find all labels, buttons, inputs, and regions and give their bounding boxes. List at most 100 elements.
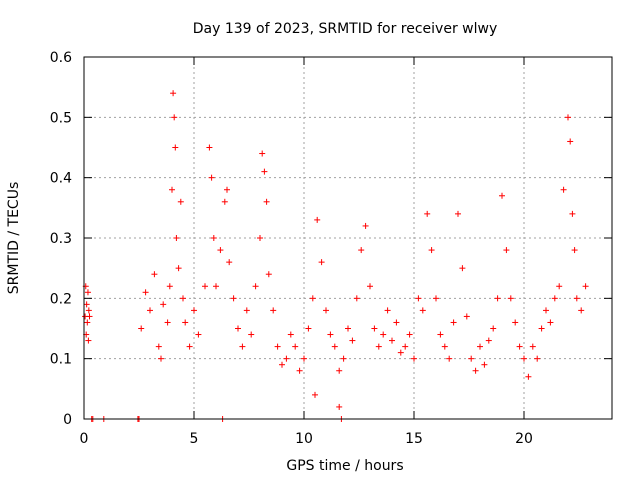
data-point — [336, 403, 343, 410]
data-point — [252, 283, 259, 290]
data-point — [389, 337, 395, 344]
data-point — [402, 343, 409, 350]
data-point — [318, 259, 325, 266]
data-point — [287, 331, 294, 338]
data-point — [468, 355, 475, 362]
data-point — [283, 355, 290, 362]
data-point — [208, 174, 215, 181]
data-point — [393, 319, 400, 326]
data-point — [578, 307, 585, 314]
data-point — [419, 307, 426, 314]
data-point — [235, 325, 241, 332]
grid — [84, 57, 612, 419]
data-point — [543, 307, 549, 314]
data-point — [477, 343, 483, 350]
data-point — [158, 355, 164, 362]
data-point — [85, 337, 92, 344]
data-point — [512, 319, 519, 326]
data-point — [556, 283, 563, 290]
data-point — [221, 198, 228, 205]
y-tick-label: 0.6 — [50, 50, 72, 66]
data-point — [248, 331, 255, 338]
data-point — [301, 355, 307, 362]
data-point — [175, 265, 182, 272]
data-point — [226, 259, 233, 266]
data-point — [340, 355, 347, 362]
data-point — [569, 210, 576, 217]
data-point — [160, 301, 167, 308]
y-tick-label: 0.3 — [50, 231, 72, 247]
data-point — [345, 325, 351, 332]
data-point — [147, 307, 153, 314]
data-point — [239, 343, 246, 350]
data-point — [538, 325, 545, 332]
data-point — [428, 247, 435, 254]
data-point — [362, 222, 369, 229]
data-point — [210, 235, 217, 241]
data-point — [206, 144, 213, 151]
data-point — [166, 283, 173, 290]
data-point — [312, 391, 318, 398]
data-point — [265, 271, 272, 278]
data-point — [358, 247, 365, 254]
data-point — [180, 295, 186, 302]
y-tick-label: 0 — [63, 412, 72, 428]
x-axis-label: GPS time / hours — [286, 458, 403, 474]
data-point — [375, 343, 382, 350]
data-point — [171, 114, 178, 121]
y-tick-label: 0.1 — [50, 352, 72, 368]
data-point — [367, 283, 373, 290]
data-point — [224, 186, 230, 193]
data-point — [450, 319, 457, 326]
data-point — [170, 90, 177, 97]
data-point — [86, 313, 93, 320]
data-point — [270, 307, 277, 314]
data-point — [84, 289, 91, 296]
data-point — [230, 295, 237, 302]
data-point — [567, 138, 574, 145]
data-point — [406, 331, 413, 338]
data-point — [195, 331, 202, 338]
data-points — [82, 90, 589, 422]
data-point — [573, 295, 580, 302]
data-point — [336, 367, 343, 374]
axis-ticks: 0 0.1 0.2 0.3 0.4 0.5 0.6 0 5 10 15 20 — [50, 50, 612, 447]
data-point — [455, 210, 461, 217]
data-point — [525, 373, 532, 380]
data-point — [490, 325, 497, 332]
data-point — [323, 307, 329, 314]
data-point — [83, 301, 90, 308]
data-point — [292, 343, 299, 350]
data-point — [85, 307, 92, 314]
data-point — [217, 247, 224, 254]
data-point — [547, 319, 554, 326]
data-point — [261, 168, 268, 175]
plot-frame — [83, 56, 613, 420]
data-point — [177, 198, 184, 205]
chart-title: Day 139 of 2023, SRMTID for receiver wlw… — [193, 21, 498, 37]
data-point — [164, 319, 171, 326]
data-point — [397, 349, 404, 356]
data-point — [263, 198, 270, 205]
data-point — [415, 295, 422, 302]
x-tick-label: 10 — [295, 431, 313, 447]
data-point — [173, 235, 180, 241]
data-point — [314, 216, 321, 223]
data-point — [485, 337, 492, 344]
data-point — [327, 331, 334, 338]
data-point — [279, 361, 285, 368]
y-tick-label: 0.2 — [50, 291, 72, 307]
data-point — [296, 367, 303, 374]
data-point — [331, 343, 338, 350]
y-tick-label: 0.5 — [50, 110, 72, 126]
data-point — [459, 265, 466, 272]
data-point — [551, 295, 558, 302]
data-point — [411, 355, 417, 362]
data-point — [353, 295, 360, 302]
data-point — [142, 289, 149, 296]
x-tick-label: 5 — [190, 431, 199, 447]
data-point — [243, 307, 250, 314]
data-point — [472, 367, 479, 374]
data-point — [202, 283, 208, 290]
